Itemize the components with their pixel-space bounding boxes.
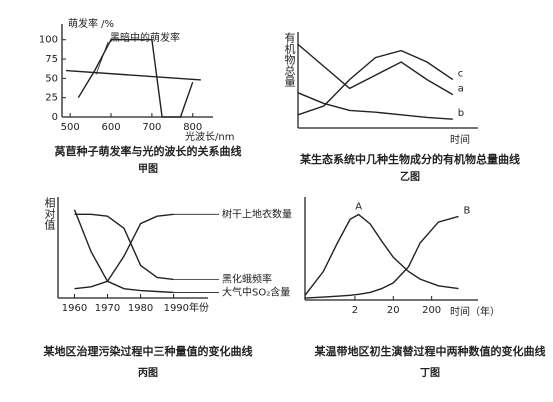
series-line [77, 39, 194, 118]
y-axis-label: 有机物总量 [283, 31, 296, 87]
x-tick-label: 500 [61, 122, 80, 133]
x-axis-label: 时间 [450, 133, 470, 146]
x-axis-label: 光波长/nm [185, 130, 234, 143]
x-tick-label: 1970 [95, 303, 120, 314]
series-line [297, 92, 453, 120]
series-label: c [458, 69, 464, 80]
series-line [304, 215, 459, 299]
x-tick-label: 20 [387, 305, 400, 316]
series-label: B [463, 205, 470, 216]
chart-subtitle: 丁图 [420, 367, 440, 379]
y-tick-label: 75 [45, 54, 58, 65]
x-tick-label: 1990年份 [164, 301, 209, 314]
x-tick-label: 2 [352, 305, 358, 316]
x-tick-label: 200 [422, 305, 441, 316]
leader [95, 41, 109, 75]
series-label: 黑化蛾频率 [222, 272, 272, 285]
chart-title: 莴苣种子萌发率与光的波长的关系曲线 [55, 144, 242, 158]
y-tick-label: 25 [45, 93, 58, 104]
series-line [74, 213, 174, 290]
chart-subtitle: 丙图 [138, 367, 158, 379]
series-label: A [355, 202, 362, 213]
x-tick-label: 600 [101, 122, 120, 133]
series-line [66, 69, 201, 81]
series-label: 大气中SO₂含量 [222, 285, 290, 298]
y-tick-label: 100 [39, 35, 58, 46]
chart-subtitle: 乙图 [400, 171, 420, 183]
x-tick-label: 800 [183, 122, 202, 133]
series-label: a [458, 84, 464, 95]
series-label: 黑暗中的萌发率 [110, 31, 180, 44]
y-axis-label: 相对值 [43, 197, 56, 231]
series-line [73, 209, 174, 294]
series-line [297, 43, 454, 96]
chart-subtitle: 甲图 [138, 163, 158, 175]
y-tick-label: 0 [52, 112, 58, 123]
chart-title: 某温带地区初生演替过程中两种数值的变化曲线 [314, 344, 546, 358]
x-tick-label: 700 [142, 122, 161, 133]
chart-title: 某生态系统中几种生物成分的有机物总量曲线 [299, 152, 520, 166]
y-axis-label: 萌发率 /% [68, 17, 114, 30]
series-label: b [458, 108, 464, 119]
x-tick-label: 1960 [62, 303, 87, 314]
series-label: 树干上地衣数量 [222, 207, 292, 220]
x-tick-label: 1980 [128, 303, 153, 314]
x-axis-label: 时间（年） [450, 305, 500, 318]
chart-title: 某地区治理污染过程中三种量值的变化曲线 [43, 344, 253, 358]
series-line [74, 213, 174, 281]
series-line [304, 213, 459, 296]
series-line [297, 49, 454, 116]
y-tick-label: 50 [45, 73, 58, 84]
